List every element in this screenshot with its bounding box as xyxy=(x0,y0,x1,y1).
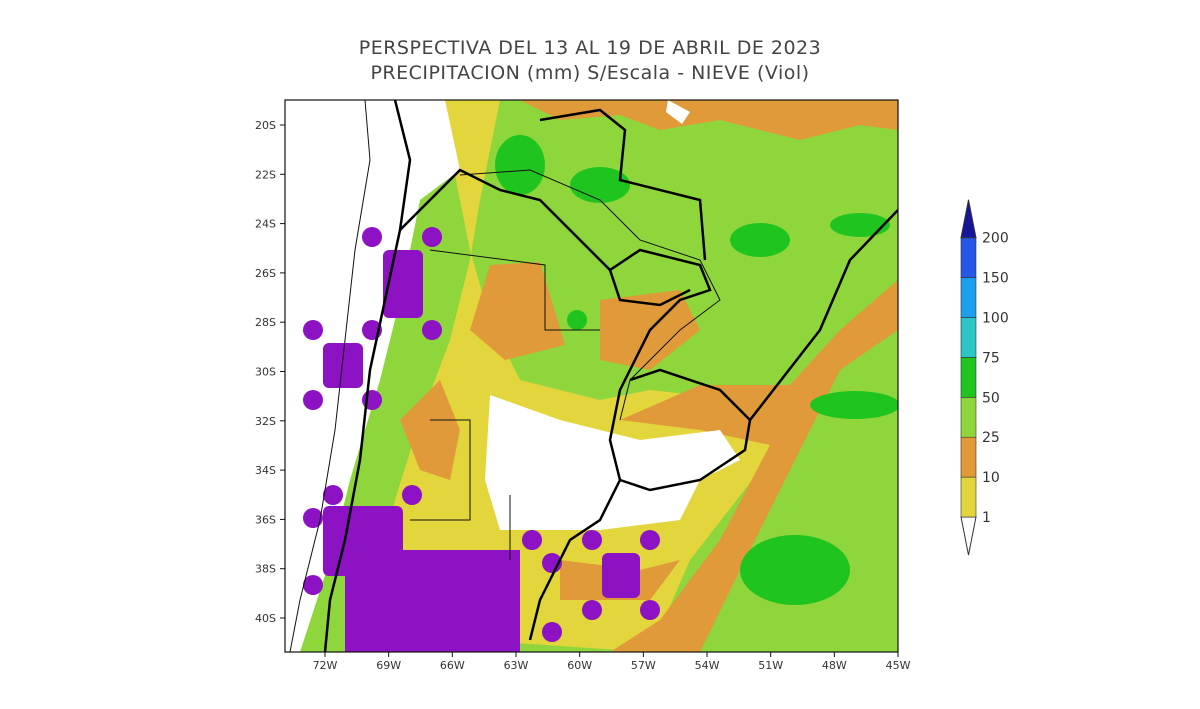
lat-label: 32S xyxy=(255,415,276,428)
colorbar-segment xyxy=(960,476,977,518)
lat-label: 22S xyxy=(255,168,276,181)
colorbar-label: 25 xyxy=(982,430,1000,446)
lat-label: 24S xyxy=(255,218,276,231)
lon-label: 69W xyxy=(376,659,401,672)
colorbar-high xyxy=(960,199,977,239)
lat-label: 38S xyxy=(255,563,276,576)
lat-label: 28S xyxy=(255,316,276,329)
colorbar-label: 10 xyxy=(982,470,1000,486)
colorbar-segment xyxy=(960,317,977,358)
lon-label: 45W xyxy=(886,659,911,672)
lon-label: 54W xyxy=(695,659,720,672)
colorbar-label: 200 xyxy=(982,231,1009,247)
lon-label: 63W xyxy=(504,659,529,672)
colorbar: 1 10 25 50 75 100 150 200 xyxy=(960,199,1009,556)
lon-label: 60W xyxy=(567,659,592,672)
lon-label: 66W xyxy=(440,659,465,672)
colorbar-label: 150 xyxy=(982,271,1009,287)
colorbar-segment xyxy=(960,396,977,438)
title-line: PRECIPITACION (mm) S/Escala - NIEVE (Vio… xyxy=(370,62,809,84)
map-field xyxy=(285,100,898,652)
colorbar-segment xyxy=(960,277,977,318)
lon-label: 57W xyxy=(631,659,656,672)
colorbar-segment xyxy=(960,357,977,398)
title-line: PERSPECTIVA DEL 13 AL 19 DE ABRIL DE 202… xyxy=(359,37,821,59)
lat-label: 40S xyxy=(255,612,276,625)
colorbar-label: 50 xyxy=(982,390,1000,406)
map-frame xyxy=(284,99,899,653)
colorbar-segment xyxy=(960,237,977,278)
lat-label: 20S xyxy=(255,119,276,132)
colorbar-low xyxy=(960,516,977,556)
lon-label: 51W xyxy=(758,659,783,672)
lat-label: 34S xyxy=(255,464,276,477)
colorbar-label: 75 xyxy=(982,350,1000,366)
colorbar-segment xyxy=(960,436,977,478)
lon-label: 48W xyxy=(822,659,847,672)
lat-label: 36S xyxy=(255,513,276,526)
colorbar-label: 1 xyxy=(982,510,991,526)
colorbar-label: 100 xyxy=(982,311,1009,327)
lon-label: 72W xyxy=(313,659,338,672)
lat-label: 30S xyxy=(255,366,276,379)
lat-label: 26S xyxy=(255,267,276,280)
